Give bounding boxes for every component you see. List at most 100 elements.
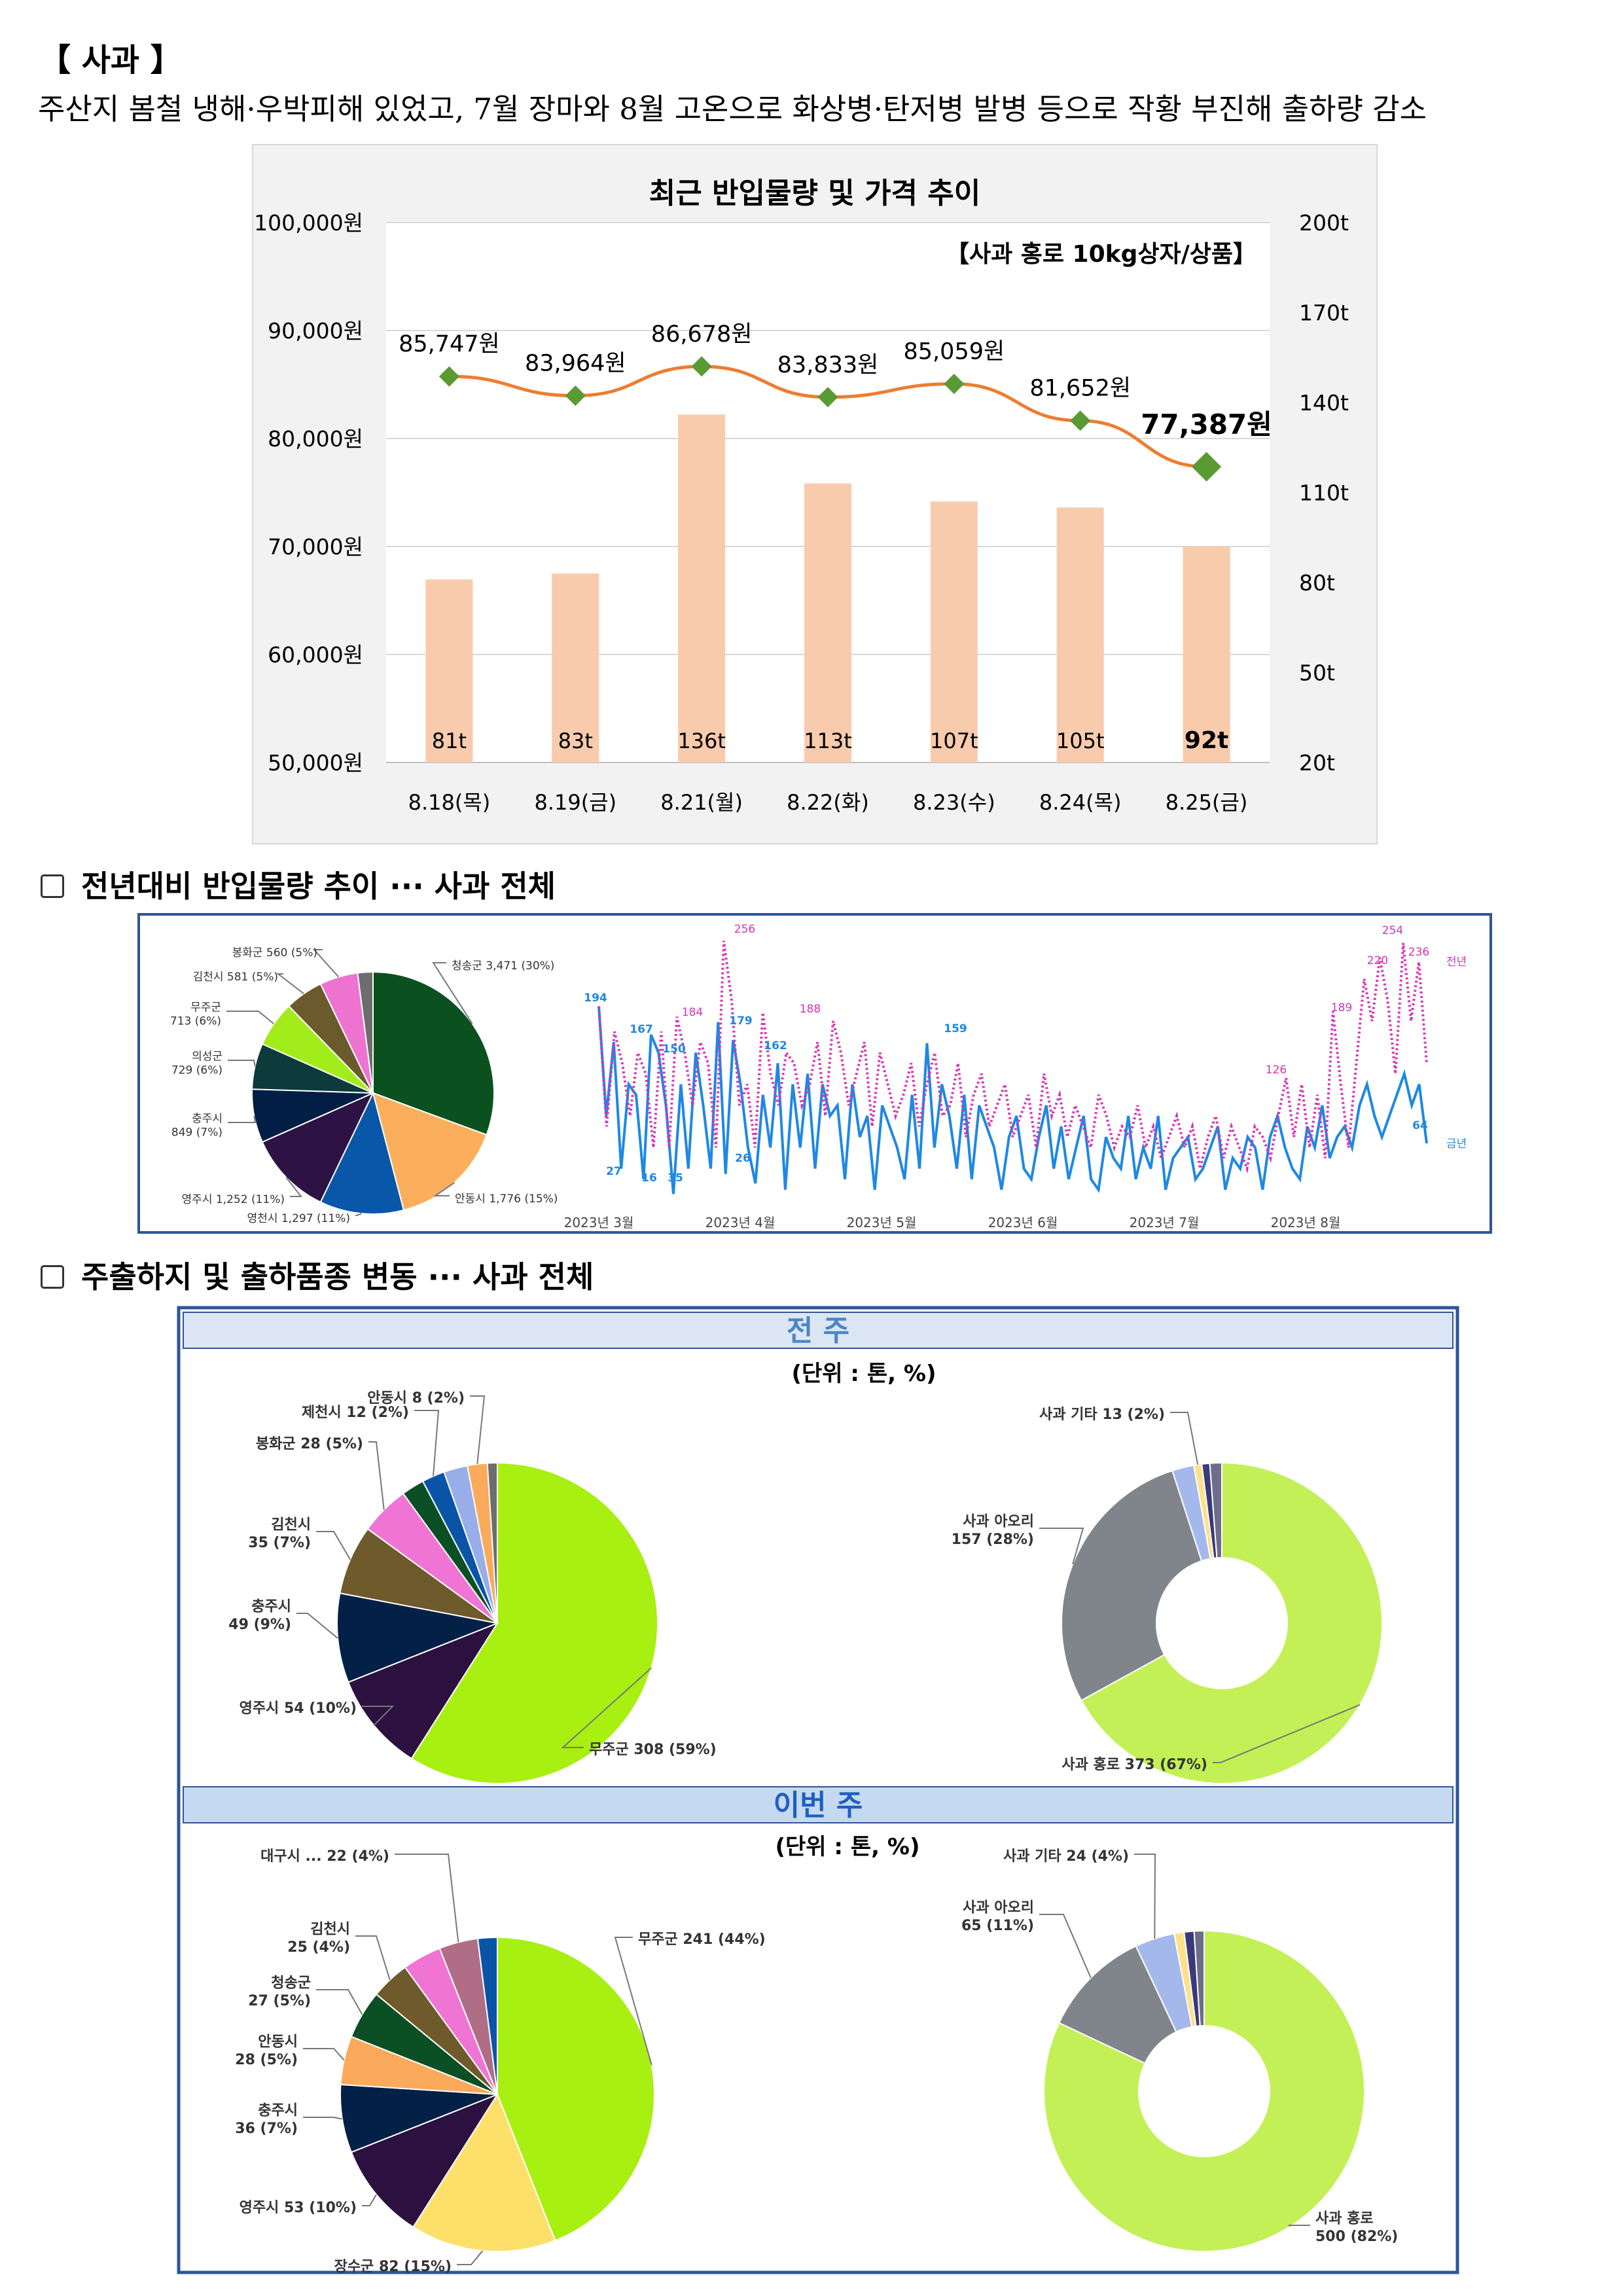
x-tick-label: 8.19(금) xyxy=(534,790,616,815)
unit-note-prev: (단위 : 톤, %) xyxy=(791,1361,936,1387)
leader-line xyxy=(316,1989,363,2015)
leader-line xyxy=(226,1011,274,1024)
chart-title: 최근 반입물량 및 가격 추이 xyxy=(649,177,981,210)
price-label: 86,678원 xyxy=(651,321,753,348)
slice-label: 사과 아오리 xyxy=(963,1899,1034,1916)
leader-line xyxy=(1288,2225,1310,2227)
leader-line xyxy=(1213,1704,1361,1763)
leader-line xyxy=(362,1706,395,1726)
x-tick-label: 2023년 7월 xyxy=(1130,1215,1200,1230)
trend-panel: 청송군 3,471 (30%) 안동시 1,776 (15%) 영천시 1,297 … xyxy=(137,913,1492,1234)
slice-label: 봉화군 28 (5%) xyxy=(256,1436,363,1452)
volume-bar xyxy=(804,483,851,762)
pie-slice xyxy=(336,1592,500,1683)
slice-label: 안동시 xyxy=(258,2034,298,2050)
y-right-tick: 140t xyxy=(1299,390,1349,416)
leader-line xyxy=(228,1060,256,1067)
volume-bar xyxy=(552,573,599,762)
shipment-heading: 주출하지 및 출하품종 변동 ··· 사과 전체 xyxy=(41,1253,594,1297)
series-name: 금년 xyxy=(1446,1138,1467,1151)
leader-line xyxy=(457,2250,484,2265)
pie-slice xyxy=(1061,1469,1203,1702)
slice-label: 청송군 3,471 (30%) xyxy=(452,960,554,973)
slice-label: 안동시 8 (2%) xyxy=(367,1390,465,1407)
volume-label: 81t xyxy=(432,728,467,753)
peak-label: 220 xyxy=(1367,954,1388,967)
pie-slice xyxy=(372,971,495,1136)
slice-label: 157 (28%) xyxy=(952,1532,1034,1548)
y-right-tick: 200t xyxy=(1299,210,1349,236)
prev-week-label: 전 주 xyxy=(787,1314,849,1348)
checkbox-icon xyxy=(41,874,64,898)
peak-label: 184 xyxy=(682,1006,703,1019)
slice-label: 35 (7%) xyxy=(248,1535,311,1551)
peak-label: 35 xyxy=(668,1172,683,1185)
x-tick-label: 8.22(화) xyxy=(787,790,869,815)
y-right-tick: 110t xyxy=(1299,480,1349,506)
slice-label: 제천시 12 (2%) xyxy=(302,1405,409,1421)
slice-label: 영주시 1,252 (11%) xyxy=(182,1193,285,1206)
x-tick-label: 8.25(금) xyxy=(1166,790,1248,815)
pie-slice xyxy=(1080,1462,1383,1784)
leader-line xyxy=(433,1182,455,1196)
checkbox-icon xyxy=(41,1265,64,1289)
y-left-tick: 90,000원 xyxy=(268,318,363,344)
leader-line xyxy=(368,1441,385,1510)
pie-slice xyxy=(497,1936,655,2242)
y-left-tick: 60,000원 xyxy=(268,642,363,668)
peak-label: 189 xyxy=(1331,1001,1352,1014)
pie-slice xyxy=(476,1936,498,2095)
peak-label: 16 xyxy=(641,1172,657,1185)
leader-line xyxy=(432,962,473,1024)
shipment-panel: 전 주 (단위 : 톤, %) 이번 주 (단위 : 톤, %) 무주군 308… xyxy=(177,1306,1459,2274)
peak-label: 194 xyxy=(584,992,607,1005)
slice-label: 영주시 53 (10%) xyxy=(240,2200,357,2216)
summary-text: 주산지 봄철 냉해·우박피해 있었고, 7월 장마와 8월 고온으로 화상병·탄… xyxy=(38,92,1427,126)
slice-label: 사과 기타 24 (4%) xyxy=(1003,1848,1129,1865)
volume-label: 136t xyxy=(677,728,726,753)
leader-line xyxy=(312,949,340,978)
pie-slice xyxy=(357,971,374,1094)
x-tick-label: 8.24(목) xyxy=(1039,790,1122,815)
peak-label: 254 xyxy=(1382,924,1403,937)
series-name: 전년 xyxy=(1446,956,1467,969)
peak-label: 188 xyxy=(800,1003,821,1016)
volume-bar xyxy=(1056,507,1104,762)
x-tick-label: 2023년 8월 xyxy=(1271,1215,1341,1230)
slice-label: 무주군 241 (44%) xyxy=(638,1931,766,1948)
slice-label: 713 (6%) xyxy=(170,1015,221,1028)
slice-label: 무주군 308 (59%) xyxy=(589,1742,717,1758)
peak-label: 179 xyxy=(729,1014,753,1028)
volume-bar xyxy=(678,414,726,762)
prev-week-header xyxy=(183,1312,1454,1349)
peak-label: 26 xyxy=(735,1152,751,1165)
slice-label: 충주시 xyxy=(258,2102,298,2119)
volume-bar xyxy=(1183,547,1230,762)
this-week-label: 이번 주 xyxy=(774,1789,863,1822)
peak-label: 159 xyxy=(944,1022,967,1035)
slice-label: 안동시 1,776 (15%) xyxy=(455,1193,558,1206)
leader-line xyxy=(276,973,304,995)
y-right-tick: 80t xyxy=(1299,570,1335,596)
x-tick-label: 8.18(목) xyxy=(408,790,491,815)
price-marker xyxy=(438,366,459,387)
unit-note-this: (단위 : 톤, %) xyxy=(775,1834,919,1860)
slice-label: 36 (7%) xyxy=(235,2121,298,2137)
pie-slice xyxy=(1209,1462,1222,1559)
series-line xyxy=(597,1006,1428,1194)
pie-slice xyxy=(1193,1929,1205,2027)
peak-label: 167 xyxy=(630,1023,653,1036)
slice-label: 봉화군 560 (5%) xyxy=(232,946,317,960)
leader-line xyxy=(296,1613,338,1639)
pie-slice xyxy=(319,1091,405,1215)
price-label: 85,747원 xyxy=(399,331,500,357)
pie-slice xyxy=(339,1528,498,1624)
leader-line xyxy=(414,1410,440,1477)
pie-slice xyxy=(340,2083,498,2153)
chart-subtitle: 【사과 홍로 10kg상자/상품】 xyxy=(946,241,1257,268)
leader-line xyxy=(303,2048,345,2061)
leader-line xyxy=(1039,1528,1084,1565)
y-right-tick: 170t xyxy=(1299,300,1349,326)
leader-line xyxy=(614,1937,652,2066)
slice-label: 25 (4%) xyxy=(287,1939,350,1956)
